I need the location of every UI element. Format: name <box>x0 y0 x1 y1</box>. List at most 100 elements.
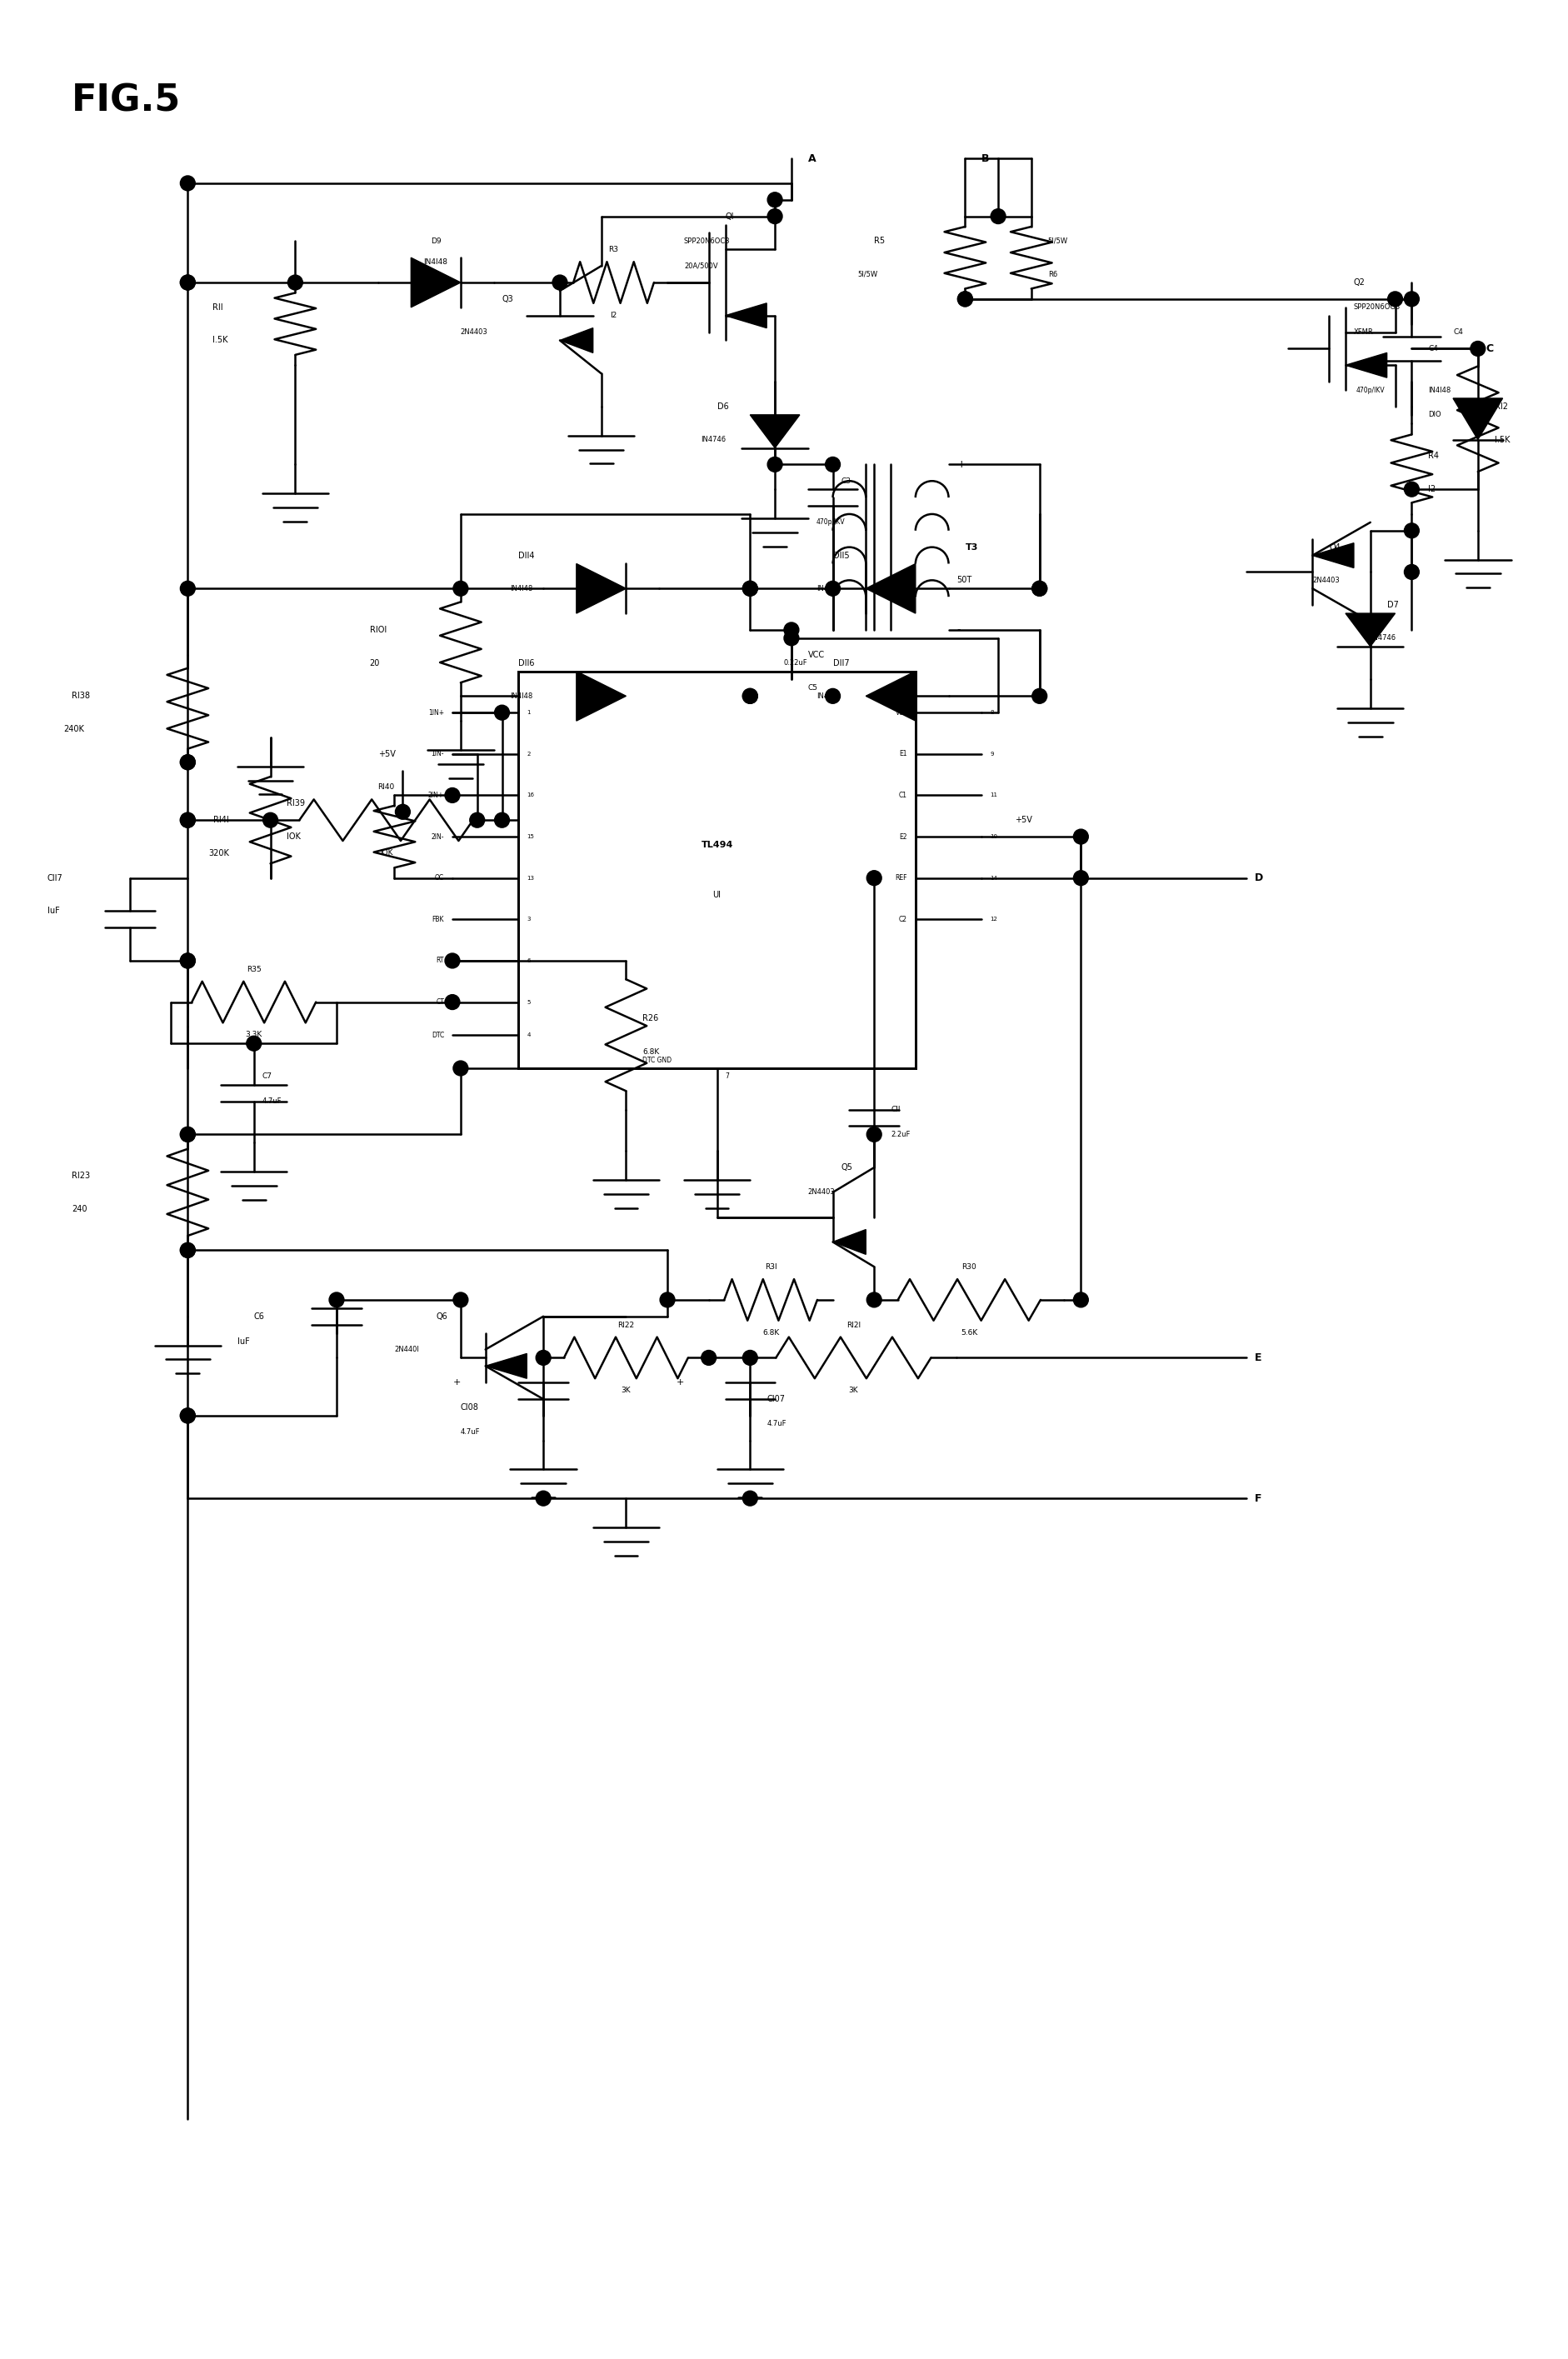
Text: 8: 8 <box>989 710 994 715</box>
Text: 2N4403: 2N4403 <box>808 1189 836 1196</box>
Polygon shape <box>1312 543 1353 569</box>
Circle shape <box>767 193 782 208</box>
Text: IN4I48: IN4I48 <box>1428 387 1450 394</box>
Text: IN4746: IN4746 <box>701 436 726 443</box>
Circle shape <box>867 1293 881 1307</box>
Text: Q6: Q6 <box>436 1312 447 1321</box>
Circle shape <box>767 458 782 472</box>
Circle shape <box>445 995 459 1010</box>
Text: DTC: DTC <box>431 1031 444 1038</box>
Text: E1: E1 <box>900 750 908 757</box>
Text: 12: 12 <box>989 918 997 922</box>
Polygon shape <box>1345 354 1386 377</box>
Text: RI23: RI23 <box>72 1172 91 1180</box>
Circle shape <box>1074 870 1088 885</box>
Text: 15: 15 <box>527 835 535 840</box>
Text: QI: QI <box>726 212 734 219</box>
Text: Q3: Q3 <box>502 295 513 304</box>
Polygon shape <box>750 415 800 448</box>
Text: IN4I48: IN4I48 <box>510 585 533 592</box>
Circle shape <box>180 276 194 290</box>
Circle shape <box>784 630 798 646</box>
Circle shape <box>180 1243 194 1257</box>
Circle shape <box>867 1128 881 1142</box>
Circle shape <box>1405 564 1419 580</box>
Text: 4: 4 <box>527 1033 530 1038</box>
Text: 2IN-: 2IN- <box>431 833 444 840</box>
Circle shape <box>470 811 485 828</box>
Circle shape <box>289 276 303 290</box>
Circle shape <box>1388 293 1403 307</box>
Text: CI07: CI07 <box>767 1394 786 1404</box>
Text: 320K: 320K <box>209 849 229 856</box>
Circle shape <box>825 580 840 597</box>
Text: 1IN+: 1IN+ <box>428 708 444 717</box>
Circle shape <box>784 623 798 637</box>
Circle shape <box>180 953 194 967</box>
Circle shape <box>180 177 194 191</box>
Circle shape <box>743 580 757 597</box>
Text: IN4I48: IN4I48 <box>817 691 839 701</box>
Text: SPP20N6OC3: SPP20N6OC3 <box>684 238 731 245</box>
FancyBboxPatch shape <box>519 672 916 1069</box>
Polygon shape <box>866 564 916 613</box>
Text: 7: 7 <box>726 1073 729 1080</box>
Circle shape <box>867 870 881 885</box>
Text: D7: D7 <box>1386 602 1399 609</box>
Text: 5: 5 <box>527 1000 530 1005</box>
Text: R35: R35 <box>246 965 262 974</box>
Text: 2N4403: 2N4403 <box>461 328 488 335</box>
Circle shape <box>180 755 194 769</box>
Circle shape <box>494 705 510 719</box>
Text: +: + <box>676 1378 684 1387</box>
Text: D: D <box>1254 873 1264 882</box>
Text: CI08: CI08 <box>461 1404 478 1411</box>
Text: R3: R3 <box>608 245 619 252</box>
Text: C: C <box>1486 344 1494 354</box>
Circle shape <box>536 1349 550 1366</box>
Circle shape <box>1405 524 1419 538</box>
Circle shape <box>445 788 459 802</box>
Circle shape <box>453 1293 469 1307</box>
Text: DIO: DIO <box>1428 410 1441 418</box>
Polygon shape <box>560 328 593 354</box>
Text: 4.7uF: 4.7uF <box>262 1097 282 1104</box>
Text: B: B <box>982 153 989 163</box>
Text: C6: C6 <box>254 1312 265 1321</box>
Text: 240K: 240K <box>64 724 85 734</box>
Circle shape <box>180 580 194 597</box>
Text: 3.3K: 3.3K <box>246 1031 262 1038</box>
Polygon shape <box>833 1229 866 1255</box>
Text: Vcc: Vcc <box>895 708 908 717</box>
Polygon shape <box>577 672 626 722</box>
Text: 13: 13 <box>527 875 535 880</box>
Circle shape <box>395 804 411 819</box>
Text: C3: C3 <box>840 477 851 484</box>
Circle shape <box>1405 481 1419 498</box>
Text: C1: C1 <box>898 793 908 800</box>
Text: 14: 14 <box>989 875 997 880</box>
Text: CT: CT <box>436 998 444 1005</box>
Text: IN4I48: IN4I48 <box>817 585 839 592</box>
Text: RI22: RI22 <box>618 1321 635 1328</box>
Text: RI40: RI40 <box>378 783 395 790</box>
Text: 0.22uF: 0.22uF <box>782 658 808 668</box>
Text: CII7: CII7 <box>47 873 63 882</box>
Text: E: E <box>1254 1352 1262 1364</box>
Text: 240: 240 <box>72 1205 88 1213</box>
Text: A: A <box>808 153 815 163</box>
Text: -: - <box>956 625 961 635</box>
Text: 20A/500V: 20A/500V <box>684 262 718 269</box>
Text: C4: C4 <box>1428 344 1438 351</box>
Circle shape <box>445 953 459 967</box>
Text: 470p/IKV: 470p/IKV <box>1356 387 1385 394</box>
Text: 16: 16 <box>527 793 535 797</box>
Polygon shape <box>1454 399 1502 439</box>
Text: DTC GND: DTC GND <box>643 1057 671 1064</box>
Text: 3K: 3K <box>621 1387 630 1394</box>
Text: 3: 3 <box>527 918 530 922</box>
Circle shape <box>743 580 757 597</box>
Text: IOK: IOK <box>287 833 301 840</box>
Circle shape <box>743 1349 757 1366</box>
Text: XFMR: XFMR <box>1353 328 1374 335</box>
